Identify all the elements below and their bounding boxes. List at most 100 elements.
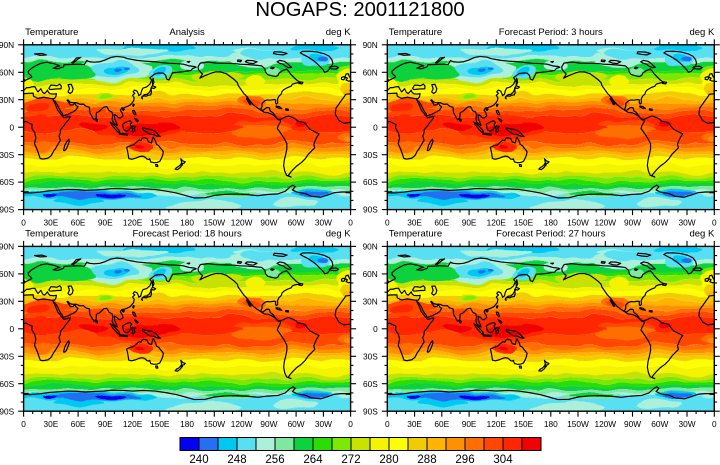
svg-text:120E: 120E <box>123 419 143 429</box>
svg-text:30W: 30W <box>315 419 332 429</box>
svg-text:0: 0 <box>21 419 26 429</box>
svg-text:180: 180 <box>544 217 558 227</box>
svg-text:120W: 120W <box>231 419 253 429</box>
svg-text:0: 0 <box>9 122 14 132</box>
svg-text:264: 264 <box>303 454 323 465</box>
svg-text:60E: 60E <box>434 217 449 227</box>
svg-text:90S: 90S <box>363 406 378 416</box>
svg-text:60E: 60E <box>71 217 86 227</box>
svg-text:150W: 150W <box>203 419 225 429</box>
svg-text:30N: 30N <box>363 296 378 306</box>
svg-text:30S: 30S <box>363 351 378 361</box>
svg-text:90W: 90W <box>260 419 277 429</box>
svg-text:30E: 30E <box>44 419 59 429</box>
svg-text:90E: 90E <box>98 419 113 429</box>
svg-text:90N: 90N <box>0 40 14 50</box>
svg-text:deg K: deg K <box>326 27 351 38</box>
svg-text:150W: 150W <box>567 419 589 429</box>
svg-text:deg K: deg K <box>689 229 714 240</box>
svg-text:180: 180 <box>180 217 194 227</box>
svg-text:90W: 90W <box>260 217 277 227</box>
svg-text:150W: 150W <box>203 217 225 227</box>
svg-text:0: 0 <box>21 217 26 227</box>
svg-text:120W: 120W <box>594 217 616 227</box>
svg-text:30W: 30W <box>678 217 695 227</box>
svg-text:90N: 90N <box>363 242 378 252</box>
svg-text:30W: 30W <box>315 217 332 227</box>
svg-text:60W: 60W <box>651 217 668 227</box>
svg-text:Temperature: Temperature <box>389 229 442 240</box>
svg-text:296: 296 <box>455 454 474 465</box>
svg-text:60S: 60S <box>363 379 378 389</box>
svg-text:60S: 60S <box>0 379 15 389</box>
svg-text:90W: 90W <box>624 419 641 429</box>
svg-text:NOGAPS: 2001121800: NOGAPS: 2001121800 <box>255 0 464 21</box>
svg-text:Forecast Period: 27 hours: Forecast Period: 27 hours <box>496 229 606 240</box>
svg-text:Analysis: Analysis <box>169 27 205 38</box>
svg-text:30E: 30E <box>44 217 59 227</box>
svg-text:30S: 30S <box>0 351 15 361</box>
svg-text:150E: 150E <box>150 419 170 429</box>
svg-text:180: 180 <box>180 419 194 429</box>
svg-text:30E: 30E <box>407 217 422 227</box>
svg-text:30N: 30N <box>363 95 378 105</box>
svg-text:60E: 60E <box>434 419 449 429</box>
svg-text:60N: 60N <box>0 269 14 279</box>
svg-text:0: 0 <box>712 419 717 429</box>
svg-text:30S: 30S <box>363 150 378 160</box>
svg-text:0: 0 <box>712 217 717 227</box>
svg-text:30N: 30N <box>0 95 14 105</box>
svg-text:150W: 150W <box>567 217 589 227</box>
svg-text:120E: 120E <box>487 217 507 227</box>
svg-text:280: 280 <box>379 454 398 465</box>
svg-text:150E: 150E <box>514 419 534 429</box>
svg-text:60N: 60N <box>363 67 378 77</box>
svg-text:90E: 90E <box>462 419 477 429</box>
svg-text:150E: 150E <box>514 217 534 227</box>
svg-text:Forecast Period: 18 hours: Forecast Period: 18 hours <box>132 229 242 240</box>
svg-text:304: 304 <box>493 454 513 465</box>
svg-text:180: 180 <box>544 419 558 429</box>
svg-text:0: 0 <box>9 324 14 334</box>
svg-text:0: 0 <box>348 419 353 429</box>
svg-text:Temperature: Temperature <box>25 229 78 240</box>
svg-text:60N: 60N <box>0 67 14 77</box>
svg-text:60S: 60S <box>0 177 15 187</box>
svg-text:0: 0 <box>373 122 378 132</box>
svg-text:240: 240 <box>189 454 208 465</box>
svg-text:deg K: deg K <box>689 27 714 38</box>
svg-text:Temperature: Temperature <box>389 27 442 38</box>
svg-text:90S: 90S <box>0 406 15 416</box>
svg-text:30N: 30N <box>0 296 14 306</box>
svg-text:60W: 60W <box>288 419 305 429</box>
svg-text:120W: 120W <box>594 419 616 429</box>
svg-text:150E: 150E <box>150 217 170 227</box>
svg-text:288: 288 <box>417 454 436 465</box>
svg-text:90E: 90E <box>462 217 477 227</box>
svg-text:60E: 60E <box>71 419 86 429</box>
svg-text:deg K: deg K <box>326 229 351 240</box>
svg-text:30W: 30W <box>678 419 695 429</box>
svg-text:256: 256 <box>265 454 284 465</box>
svg-text:60S: 60S <box>363 177 378 187</box>
svg-text:120E: 120E <box>487 419 507 429</box>
svg-text:0: 0 <box>385 419 390 429</box>
svg-text:120W: 120W <box>231 217 253 227</box>
svg-text:30S: 30S <box>0 150 15 160</box>
svg-text:60W: 60W <box>651 419 668 429</box>
svg-text:90W: 90W <box>624 217 641 227</box>
svg-text:90E: 90E <box>98 217 113 227</box>
svg-text:60N: 60N <box>363 269 378 279</box>
svg-text:0: 0 <box>373 324 378 334</box>
svg-text:248: 248 <box>227 454 246 465</box>
svg-text:0: 0 <box>385 217 390 227</box>
svg-text:272: 272 <box>341 454 360 465</box>
svg-text:0: 0 <box>348 217 353 227</box>
svg-text:30E: 30E <box>407 419 422 429</box>
svg-text:60W: 60W <box>288 217 305 227</box>
svg-text:90S: 90S <box>0 205 15 215</box>
svg-text:90S: 90S <box>363 205 378 215</box>
svg-text:Temperature: Temperature <box>25 27 78 38</box>
svg-text:Forecast Period: 3 hours: Forecast Period: 3 hours <box>499 27 603 38</box>
svg-text:90N: 90N <box>363 40 378 50</box>
